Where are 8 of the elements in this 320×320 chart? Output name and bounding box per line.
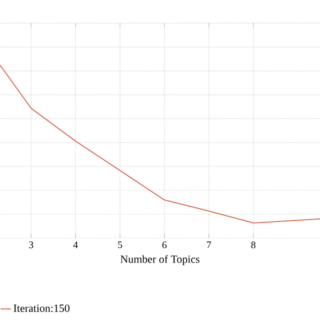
x-tick-label: 4: [73, 242, 78, 248]
x-axis-title: Number of Topics: [120, 255, 200, 266]
x-tick-label: 5: [118, 242, 122, 248]
x-tick-label: 3: [29, 242, 34, 248]
legend-label: Iteration:150: [14, 304, 70, 312]
x-tick-label: 8: [251, 242, 256, 248]
x-tick-label: 6: [162, 242, 167, 248]
x-tick-label: 7: [207, 242, 212, 248]
